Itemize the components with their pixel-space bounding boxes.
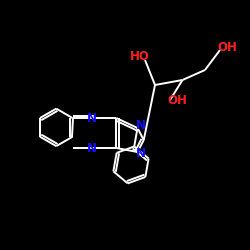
Text: OH: OH <box>168 94 188 106</box>
Text: N: N <box>136 147 146 160</box>
Text: N: N <box>87 142 97 154</box>
Text: N: N <box>87 112 97 124</box>
Text: N: N <box>136 119 146 132</box>
Text: HO: HO <box>130 50 150 63</box>
Text: OH: OH <box>217 41 237 54</box>
